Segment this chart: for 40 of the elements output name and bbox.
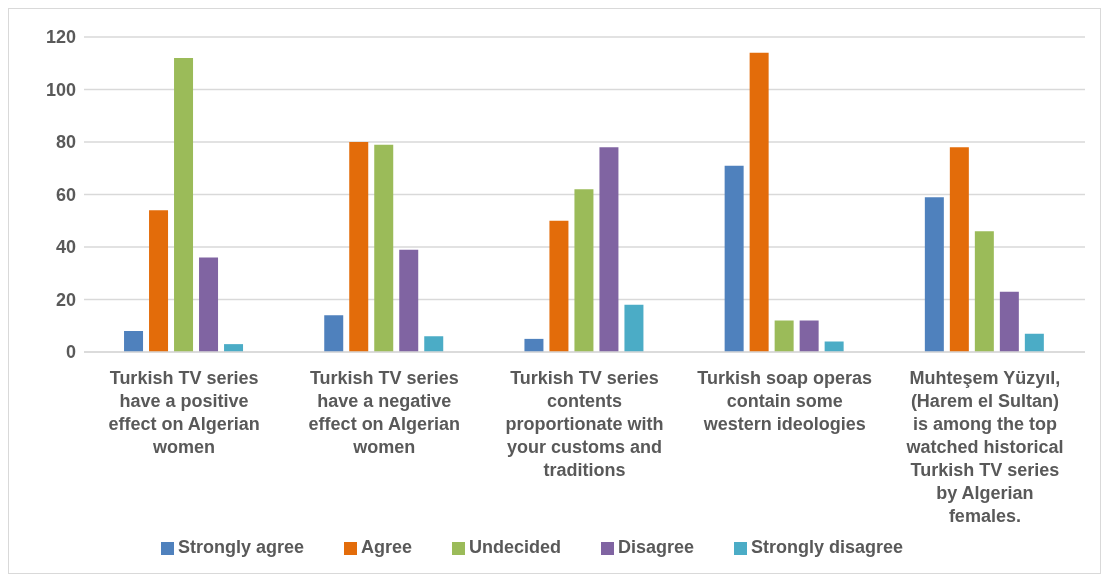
legend-label: Strongly disagree [751, 537, 904, 557]
bar [599, 147, 619, 352]
bar [999, 291, 1019, 352]
bar [424, 336, 444, 352]
bar [549, 220, 569, 352]
bar [124, 331, 144, 352]
x-tick-label: Turkish TV series contents proportionate with your customs and traditions [505, 368, 664, 480]
legend-label: Agree [360, 537, 412, 557]
x-tick-label: Turkish soap operas contain some western ideologies [697, 368, 873, 434]
bar [1024, 333, 1044, 352]
legend-label: Strongly agree [177, 537, 304, 557]
bar [374, 144, 394, 352]
bar [774, 320, 794, 352]
bar [799, 320, 819, 352]
bar [399, 249, 419, 352]
bar [174, 58, 194, 352]
bar [349, 142, 369, 352]
bar [324, 315, 344, 352]
bar [724, 165, 744, 352]
y-tick-label: 40 [55, 237, 76, 258]
y-tick-label: 80 [55, 132, 76, 153]
y-tick-label: 60 [55, 184, 76, 205]
bar [524, 338, 544, 352]
y-tick-label: 120 [45, 27, 76, 48]
bar [924, 197, 944, 352]
y-tick-label: 20 [55, 289, 76, 310]
y-tick-label: 100 [45, 79, 76, 100]
bar [949, 147, 969, 352]
bar [199, 257, 219, 352]
legend-label: Disagree [618, 537, 695, 557]
x-tick-label: Turkish TV series have a positive effect on Algerian women [108, 368, 260, 457]
y-tick-label: 0 [65, 342, 76, 363]
bar [974, 231, 994, 352]
bar [749, 52, 769, 352]
bar [574, 189, 594, 352]
bar [149, 210, 169, 352]
legend-label: Undecided [468, 537, 561, 557]
x-tick-label: Turkish TV series have a negative effect on Algerian women [308, 368, 460, 457]
bar [624, 304, 644, 352]
x-tick-label: Muhteşem Yüzyıl, (Harem el Sultan) is among the top watched historical Turkish TV series by Algerian females. [905, 368, 1064, 526]
